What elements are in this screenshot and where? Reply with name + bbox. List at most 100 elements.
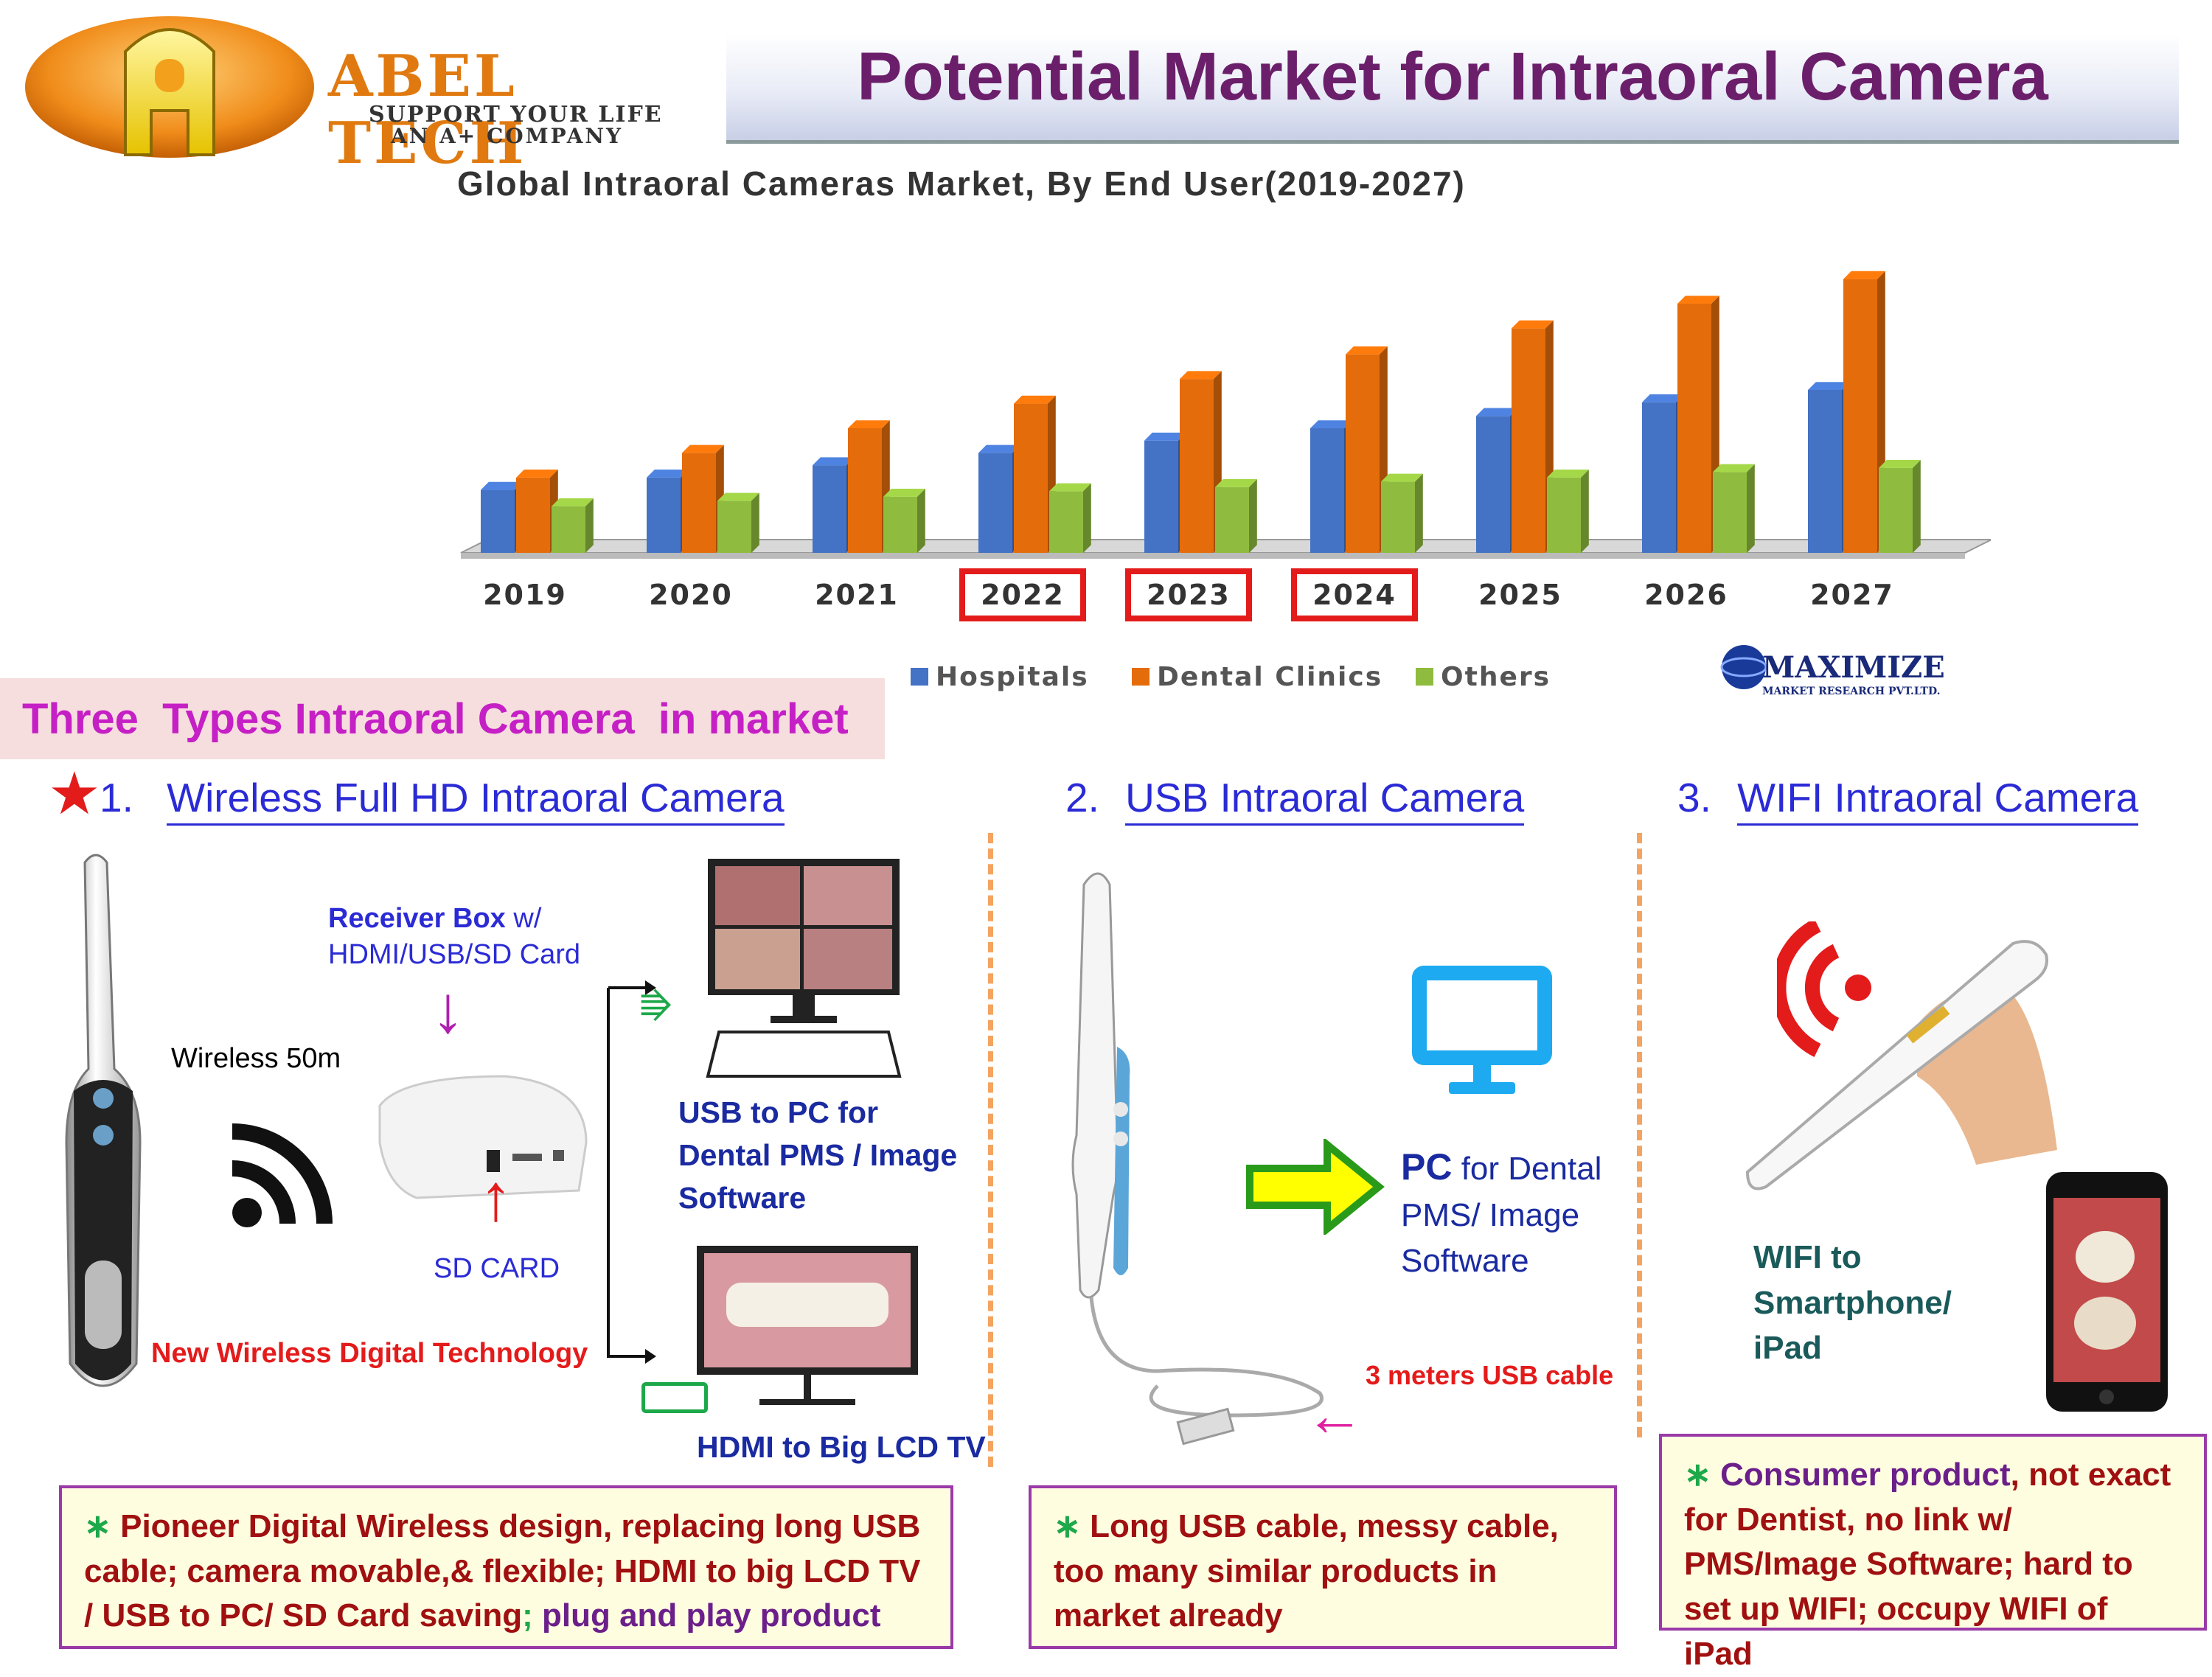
usb-icon: ⭆ — [640, 989, 672, 1028]
receiver-arrow-icon: ↓ — [431, 973, 465, 1047]
bar-others-2023 — [1215, 479, 1257, 553]
divider-1 — [988, 833, 993, 1467]
pc-bold: PC — [1401, 1146, 1453, 1188]
receiver-line2: HDMI/USB/SD Card — [328, 939, 581, 971]
bar-others-2026 — [1713, 464, 1755, 553]
highlight-box-2022 — [959, 568, 1086, 621]
chart-floor-edge — [461, 553, 1965, 559]
company-logo: ABEL TECH SUPPORT YOUR LIFE AN A+ COMPAN… — [22, 7, 723, 177]
receiver-label: Receiver Box w/ HDMI/USB/SD Card — [328, 901, 580, 974]
svg-text:Others: Others — [1441, 662, 1551, 692]
wireless-camera-illustration — [65, 854, 142, 1387]
pc-monitor-illustration — [706, 859, 902, 1078]
section1-note-box: ∗ Pioneer Digital Wireless design, repla… — [59, 1485, 953, 1649]
section3-bullet-icon: ∗ — [1684, 1457, 1711, 1493]
hdmi-icon — [641, 1382, 708, 1413]
receiver-bold: Receiver Box — [328, 903, 506, 934]
section3-heading: 3. WIFI Intraoral Camera — [1677, 774, 2139, 826]
legend-hospitals: Hospitals — [911, 662, 1089, 692]
section2-note: Long USB cable, messy cable, too many si… — [1054, 1508, 1559, 1634]
new-tech-label: New Wireless Digital Technology — [151, 1338, 588, 1369]
highlight-box-2023 — [1125, 568, 1252, 621]
bar-others-2024 — [1381, 473, 1423, 553]
section1-bullet-icon: ∗ — [84, 1508, 111, 1544]
star-icon: ★ — [48, 761, 101, 826]
types-heading: Three Types Intraoral Camera in market — [22, 695, 849, 743]
abel-logo-icon — [25, 16, 314, 158]
highlight-box-2024 — [1291, 568, 1418, 621]
wireless-label: Wireless 50m — [171, 1043, 341, 1074]
pc-line3: Software — [1401, 1242, 1529, 1279]
source-name: MAXIMIZE — [1762, 650, 1945, 685]
cable-arrow-icon: ← — [1305, 1382, 1364, 1448]
smartphone-illustration — [2046, 1172, 2168, 1412]
wifi-line-3: iPad — [1753, 1330, 1822, 1367]
x-tick-2023: 2023 — [1147, 579, 1231, 611]
usb-pc-label: USB to PC for Dental PMS / Image Softwar… — [678, 1091, 957, 1220]
logo-tagline-1: SUPPORT YOUR LIFE — [369, 102, 663, 128]
section3-note-red: , not exact for Dentist, no link w/ PMS/… — [1684, 1457, 2171, 1672]
bar-dental-clinics-2026 — [1677, 296, 1719, 553]
section1-heading: 1. Wireless Full HD Intraoral Camera — [100, 774, 785, 826]
bar-dental-clinics-2027 — [1843, 271, 1885, 553]
section1-number: 1. — [100, 775, 133, 820]
pc-label: PC for Dental PMS/ Image Software — [1401, 1141, 1601, 1283]
logo-brand: ABEL TECH — [328, 43, 527, 177]
pc-line2: PMS/ Image — [1401, 1197, 1580, 1233]
sd-card-label: SD CARD — [434, 1253, 560, 1284]
yellow-arrow-icon — [1246, 1139, 1385, 1235]
usb-camera-illustration — [1071, 872, 1324, 1446]
sd-arrow-icon: ↑ — [479, 1161, 512, 1235]
usb-pc-line-2: Dental PMS / Image — [678, 1138, 958, 1173]
x-tick-2021: 2021 — [815, 579, 899, 611]
chart-title: Global Intraoral Cameras Market, By End … — [457, 164, 1466, 203]
title-banner — [726, 33, 2179, 144]
source-logo: MAXIMIZE MARKET RESEARCH PVT.LTD. — [1718, 634, 1961, 700]
x-tick-2026: 2026 — [1644, 579, 1728, 611]
section3-note-purple: Consumer product — [1711, 1457, 2011, 1493]
section1-title: Wireless Full HD Intraoral Camera — [167, 775, 785, 826]
section3-title: WIFI Intraoral Camera — [1737, 775, 2139, 826]
receiver-rest: w/ — [505, 903, 542, 934]
bar-others-2022 — [1049, 483, 1091, 553]
section2-title: USB Intraoral Camera — [1125, 775, 1525, 826]
section2-number: 2. — [1065, 775, 1099, 820]
x-tick-2024: 2024 — [1312, 579, 1397, 611]
section1-note-red: Pioneer Digital Wireless design, replaci… — [84, 1508, 921, 1634]
logo-tagline-2: AN A+ COMPANY — [391, 124, 623, 148]
source-sub: MARKET RESEARCH PVT.LTD. — [1762, 686, 1941, 697]
wifi-signal-icon — [232, 1123, 333, 1227]
section1-note-purple: plug and play product — [532, 1597, 881, 1634]
section1-note-sep: ; — [522, 1597, 533, 1634]
monitor-icon — [1412, 966, 1552, 1094]
receiver-box-illustration — [378, 1075, 588, 1199]
pc-rest: for Dental — [1452, 1151, 1602, 1187]
cable-label: 3 meters USB cable — [1366, 1360, 1614, 1390]
usb-pc-line-1: USB to PC for — [678, 1095, 879, 1129]
wifi-target-label: WIFI to Smartphone/ iPad — [1753, 1235, 1952, 1371]
x-tick-2019: 2019 — [483, 579, 567, 611]
x-tick-2027: 2027 — [1810, 579, 1894, 611]
wifi-camera-hand-illustration — [1745, 940, 2057, 1190]
legend-others: Others — [1416, 662, 1551, 692]
page-title: Potential Market for Intraoral Camera — [857, 39, 2048, 114]
x-tick-2022: 2022 — [981, 579, 1065, 611]
wifi-red-icon — [1777, 921, 1871, 1057]
lcd-tv-illustration — [697, 1246, 918, 1405]
svg-text:Hospitals: Hospitals — [936, 662, 1089, 692]
bar-others-2025 — [1547, 470, 1589, 553]
usb-pc-line-3: Software — [678, 1181, 807, 1216]
wifi-line-1: WIFI to — [1753, 1239, 1862, 1275]
x-tick-2025: 2025 — [1478, 579, 1562, 611]
market-bar-chart: 2019 2020 2021 2022 2023 2024 2025 2026 2027 Hos… — [460, 271, 1991, 692]
legend-dental-clinics: Dental Clinics — [1132, 662, 1382, 692]
bar-others-2027 — [1879, 460, 1921, 553]
svg-text:Dental Clinics: Dental Clinics — [1157, 662, 1382, 692]
x-tick-2020: 2020 — [649, 579, 733, 611]
hdmi-label: HDMI to Big LCD TV — [697, 1430, 986, 1464]
divider-2 — [1637, 833, 1642, 1437]
bar-others-2019 — [552, 498, 594, 553]
section2-bullet-icon: ∗ — [1054, 1508, 1081, 1544]
connector-lines — [607, 980, 656, 1364]
bar-others-2020 — [717, 492, 759, 553]
